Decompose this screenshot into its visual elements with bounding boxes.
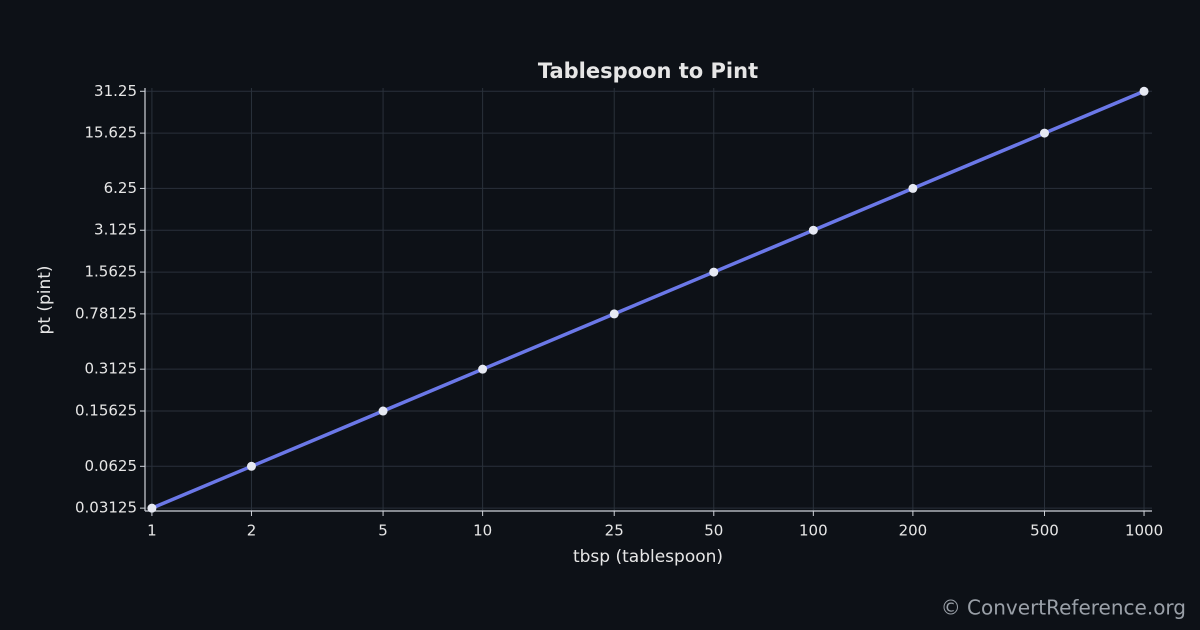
chart-title: Tablespoon to Pint (538, 59, 758, 83)
x-tick-label: 500 (1030, 522, 1059, 540)
y-tick-label: 0.0625 (85, 457, 138, 475)
x-axis-label: tbsp (tablespoon) (573, 547, 723, 567)
data-point (808, 225, 818, 235)
x-tick-label: 100 (799, 522, 828, 540)
data-point (908, 183, 918, 193)
data-point (1139, 86, 1149, 96)
data-point (1039, 128, 1049, 138)
data-point (709, 267, 719, 277)
data-point (609, 309, 619, 319)
y-tick-label: 0.03125 (75, 499, 137, 517)
y-tick-label: 6.25 (104, 179, 137, 197)
y-tick-label: 0.15625 (75, 402, 137, 420)
x-tick-label: 5 (378, 522, 388, 540)
x-tick-label: 200 (899, 522, 928, 540)
y-axis-label: pt (pint) (35, 265, 55, 334)
y-tick-label: 0.78125 (75, 304, 137, 322)
data-point (478, 364, 488, 374)
y-tick-label: 15.625 (85, 124, 138, 142)
y-tick-label: 0.3125 (85, 360, 138, 378)
data-point (246, 461, 256, 471)
x-tick-label: 50 (704, 522, 723, 540)
x-tick-label: 25 (605, 522, 624, 540)
x-tick-label: 2 (247, 522, 257, 540)
data-point (378, 406, 388, 416)
x-tick-label: 1 (147, 522, 157, 540)
x-tick-label: 10 (473, 522, 492, 540)
x-tick-label: 1000 (1125, 522, 1163, 540)
y-tick-label: 1.5625 (85, 263, 138, 281)
data-point (147, 503, 157, 513)
watermark: © ConvertReference.org (941, 596, 1186, 620)
y-tick-label: 3.125 (94, 221, 137, 239)
series-line (151, 89, 1145, 510)
y-tick-label: 31.25 (94, 82, 137, 100)
